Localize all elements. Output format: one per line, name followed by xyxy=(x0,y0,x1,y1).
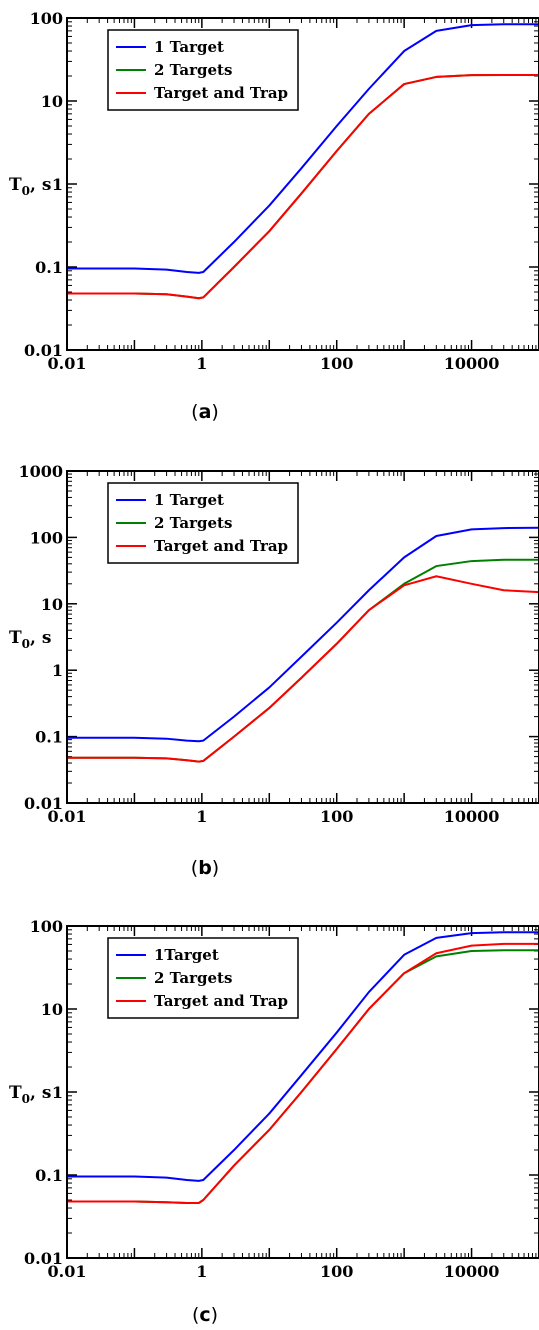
y-tick-label: 1 xyxy=(52,175,63,194)
series-line-1 xyxy=(67,23,539,274)
x-tick-label: 100 xyxy=(320,354,353,370)
y-tick-label: 100 xyxy=(30,9,63,28)
y-axis-label-main: T xyxy=(9,175,22,195)
plot-frame xyxy=(66,925,539,1259)
caption-c: (c) xyxy=(191,1304,219,1326)
x-tick-label: 1 xyxy=(196,807,207,823)
x-tick-label: 1 xyxy=(196,354,207,370)
y-axis-label: T0, s xyxy=(9,628,51,651)
x-tick-label: 0.01 xyxy=(48,1262,87,1278)
series-line-3 xyxy=(67,575,539,763)
x-tick-label: 10000 xyxy=(444,1262,500,1278)
y-axis-label: T0, s xyxy=(9,175,51,198)
legend-label: 1 Target xyxy=(154,491,224,509)
legend-label: 2 Targets xyxy=(154,61,232,79)
y-tick-label: 0.01 xyxy=(24,341,63,360)
y-tick-label: 100 xyxy=(30,917,63,936)
series-line-2 xyxy=(67,558,539,763)
plot-frame xyxy=(66,470,539,804)
y-tick-label: 0.01 xyxy=(24,794,63,813)
x-tick-label: 100 xyxy=(320,1262,353,1278)
y-tick-label: 0.1 xyxy=(35,258,63,277)
y-tick-label: 0.1 xyxy=(35,1166,63,1185)
y-axis-label-sub: 0 xyxy=(22,637,30,651)
y-axis-label-main: T xyxy=(9,628,22,648)
legend-label: 1 Target xyxy=(154,38,224,56)
y-tick-label: 10 xyxy=(41,1000,63,1019)
y-tick-label: 10 xyxy=(41,92,63,111)
y-axis-label: T0, s xyxy=(9,1083,51,1106)
legend-label: Target and Trap xyxy=(154,84,288,102)
y-tick-label: 1 xyxy=(52,661,63,680)
x-tick-label: 100 xyxy=(320,807,353,823)
y-tick-label: 0.1 xyxy=(35,728,63,747)
legend-label: 1Target xyxy=(154,946,219,964)
legend-label: Target and Trap xyxy=(154,537,288,555)
x-tick-label: 0.01 xyxy=(48,807,87,823)
y-axis-label-tail: , s xyxy=(30,175,51,195)
series-line-3 xyxy=(67,942,539,1204)
y-axis-label-sub: 0 xyxy=(22,1092,30,1106)
series-line-1 xyxy=(67,931,539,1182)
plot-frame xyxy=(66,17,539,351)
caption-a: (a) xyxy=(191,401,219,423)
series-line-3 xyxy=(67,73,539,300)
series-line-1 xyxy=(67,526,539,743)
y-tick-label: 1000 xyxy=(18,462,63,481)
x-tick-label: 10000 xyxy=(444,354,500,370)
y-axis-label-tail: , s xyxy=(30,1083,51,1103)
y-tick-label: 10 xyxy=(41,595,63,614)
legend-label: 2 Targets xyxy=(154,514,232,532)
y-tick-label: 0.01 xyxy=(24,1249,63,1268)
y-axis-label-tail: , s xyxy=(30,628,51,648)
x-tick-label: 1 xyxy=(196,1262,207,1278)
x-tick-label: 0.01 xyxy=(48,354,87,370)
y-axis-label-main: T xyxy=(9,1083,22,1103)
legend-label: Target and Trap xyxy=(154,992,288,1010)
caption-b: (b) xyxy=(190,857,220,879)
legend-label: 2 Targets xyxy=(154,969,232,987)
y-axis-label-sub: 0 xyxy=(22,184,30,198)
y-tick-label: 100 xyxy=(30,528,63,547)
y-tick-label: 1 xyxy=(52,1083,63,1102)
x-tick-label: 10000 xyxy=(444,807,500,823)
